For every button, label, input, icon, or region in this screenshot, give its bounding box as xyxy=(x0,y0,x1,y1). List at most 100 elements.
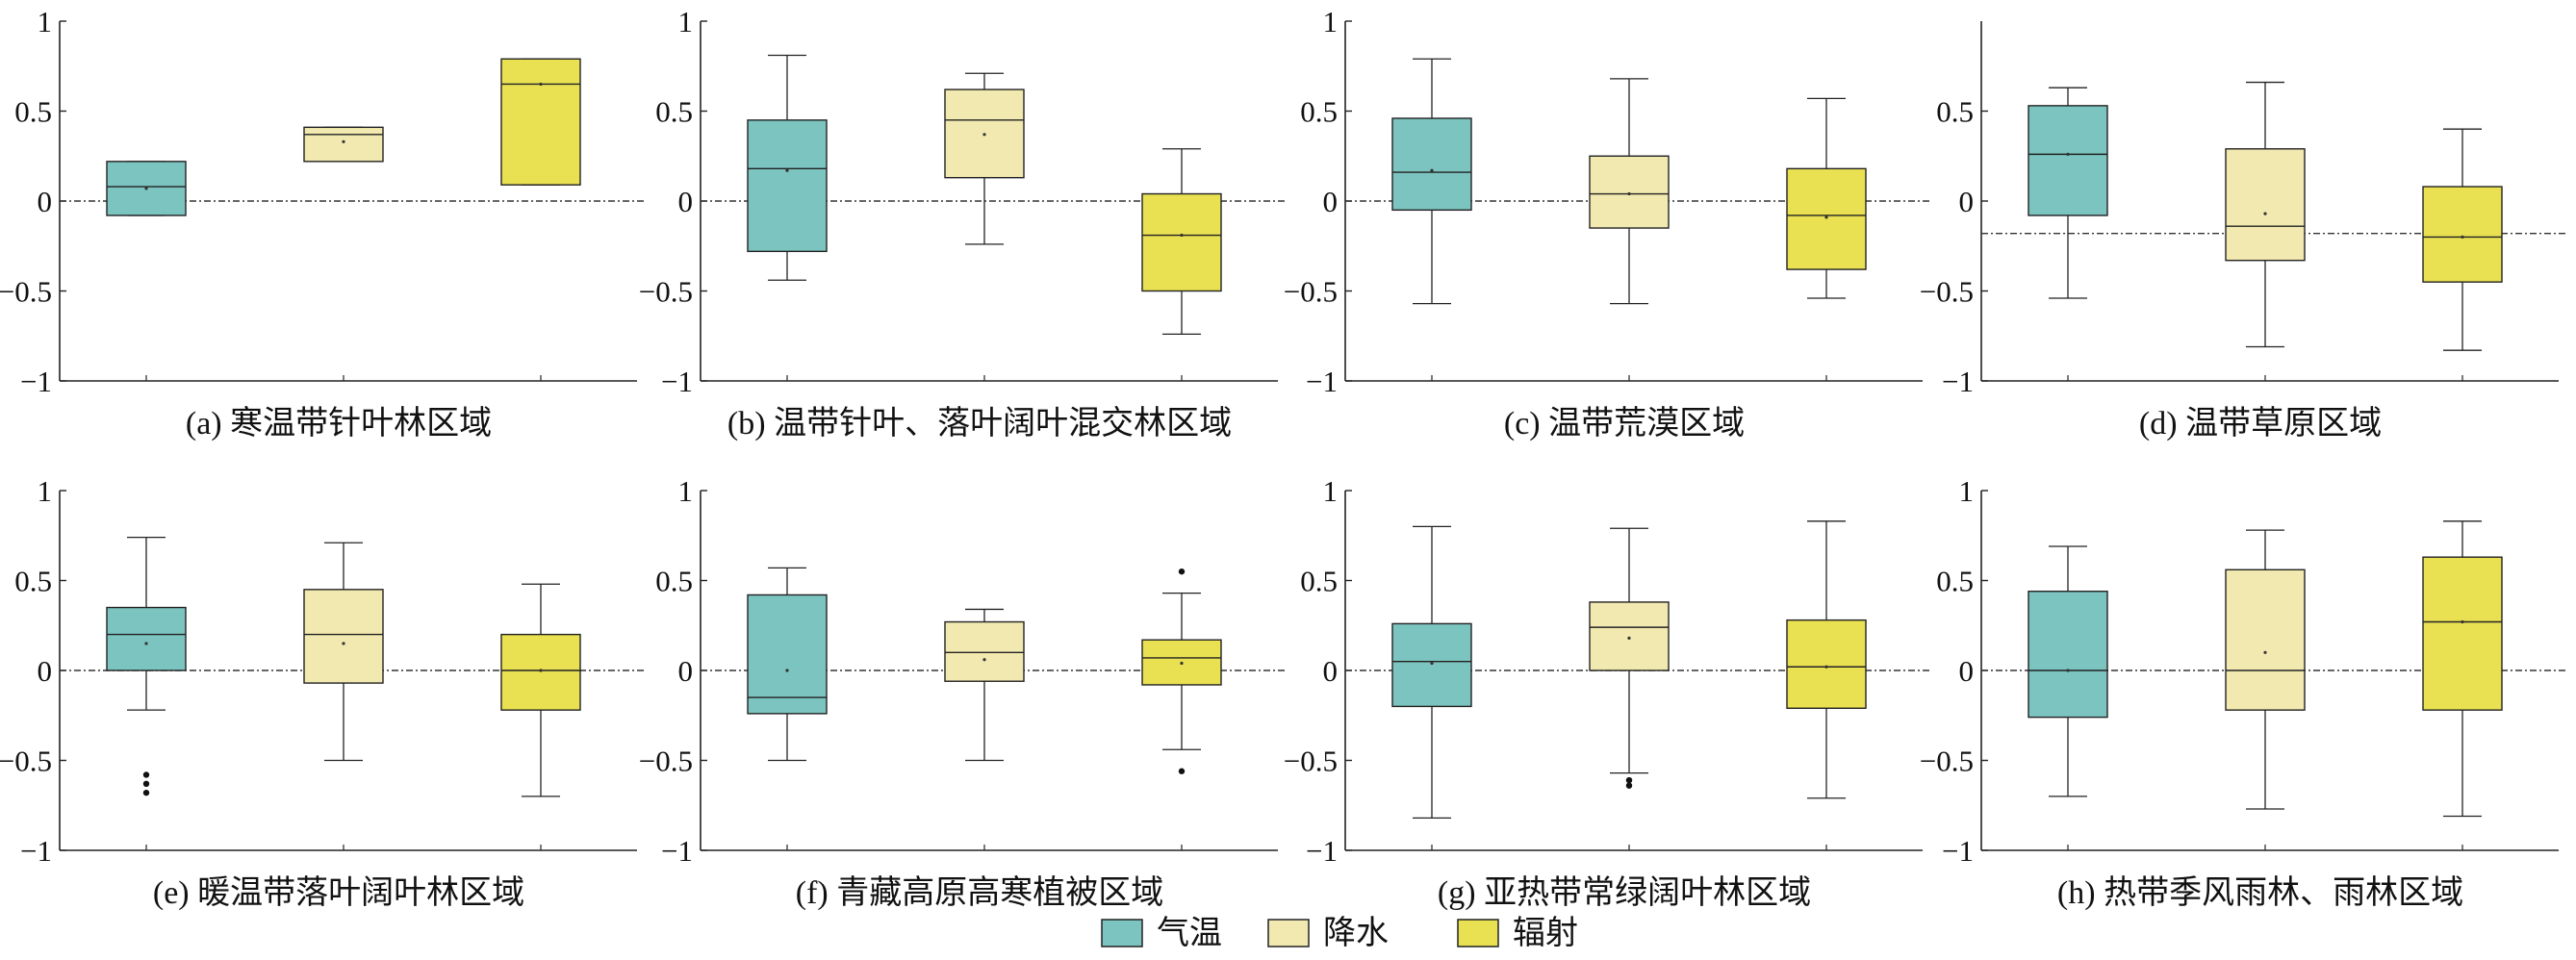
box-iqr xyxy=(1589,601,1670,671)
y-tick-label: −1 xyxy=(1306,365,1338,398)
panel-caption: (d) 温带草原区域 xyxy=(2139,405,2382,442)
legend: 气温 降水 辐射 xyxy=(1101,915,1578,951)
mean-marker xyxy=(2066,152,2070,156)
panel-caption: (a) 寒温带针叶林区域 xyxy=(186,405,492,442)
box-precipitation xyxy=(2225,81,2306,348)
box-iqr xyxy=(303,126,384,163)
y-tick-label: 0 xyxy=(1323,185,1339,218)
y-tick-label: 0 xyxy=(678,654,694,688)
box-iqr xyxy=(500,633,581,711)
mean-marker xyxy=(144,642,148,645)
mean-marker xyxy=(342,139,345,143)
panel-f: 1 0.5 0 −0.5 −1 (f) 青藏高原高寒植被区域 xyxy=(639,474,1288,911)
outlier-point xyxy=(1178,768,1186,774)
y-tick-label: 1 xyxy=(678,5,694,38)
box-radiation xyxy=(1141,568,1222,774)
box-temperature xyxy=(1391,58,1472,305)
box-radiation xyxy=(500,583,581,797)
box-radiation xyxy=(1786,97,1867,299)
box-precipitation xyxy=(303,126,384,163)
box-iqr xyxy=(2422,186,2503,283)
mean-marker xyxy=(785,669,789,672)
box-radiation xyxy=(2422,520,2503,818)
legend-swatch-temperature xyxy=(1101,919,1143,947)
y-tick-label: 0 xyxy=(1323,654,1339,688)
y-tick-label: −0.5 xyxy=(1920,745,1974,778)
legend-label-precipitation: 降水 xyxy=(1323,915,1389,951)
legend-swatch-precipitation xyxy=(1267,919,1310,947)
panel-c: 1 0.5 0 −0.5 −1 (c) 温带荒漠区域 xyxy=(1284,5,1932,442)
outlier-point xyxy=(142,780,150,788)
box-temperature xyxy=(106,161,187,216)
y-tick-label: −1 xyxy=(20,365,52,398)
y-tick-label: −1 xyxy=(20,834,52,868)
box-iqr xyxy=(747,119,828,253)
mean-marker xyxy=(1430,661,1434,666)
box-temperature xyxy=(106,536,187,796)
panel-caption: (c) 温带荒漠区域 xyxy=(1504,405,1745,442)
outlier-point xyxy=(142,771,150,778)
box-precipitation xyxy=(944,608,1025,762)
y-tick-label: −1 xyxy=(1306,834,1338,868)
panel-caption: (e) 暖温带落叶阔叶林区域 xyxy=(153,874,524,911)
box-iqr xyxy=(1589,155,1670,229)
mean-marker xyxy=(982,133,986,137)
box-iqr xyxy=(1786,167,1867,270)
mean-marker xyxy=(1430,168,1434,172)
mean-marker xyxy=(1824,215,1828,219)
mean-marker xyxy=(1180,661,1184,666)
y-tick-label: 1 xyxy=(1959,474,1975,508)
panel-b: 1 0.5 0 −0.5 −1 (b) 温带针叶、落叶阔叶混交林区域 xyxy=(639,5,1288,442)
box-precipitation xyxy=(944,72,1025,245)
box-radiation xyxy=(1141,148,1222,336)
box-precipitation xyxy=(303,542,384,762)
box-radiation xyxy=(1786,520,1867,799)
y-tick-label: −0.5 xyxy=(639,275,693,309)
y-tick-label: −1 xyxy=(1942,834,1974,868)
y-tick-label: 0.5 xyxy=(1936,565,1974,598)
panel-caption: (h) 热带季风雨林、雨林区域 xyxy=(2057,874,2463,911)
box-temperature xyxy=(2028,545,2108,797)
box-iqr xyxy=(2225,148,2306,262)
y-tick-label: 0 xyxy=(678,185,694,218)
y-tick-label: −0.5 xyxy=(639,745,693,778)
y-tick-label: 1 xyxy=(1323,474,1339,508)
outlier-point xyxy=(142,789,150,796)
mean-marker xyxy=(2066,669,2070,672)
legend-label-temperature: 气温 xyxy=(1157,915,1222,951)
panel-d: 0.5 0 −0.5 −1 (d) 温带草原区域 xyxy=(1920,21,2568,442)
y-tick-label: 1 xyxy=(1323,5,1339,38)
y-tick-label: −0.5 xyxy=(0,745,52,778)
legend-label-radiation: 辐射 xyxy=(1513,915,1578,951)
box-radiation xyxy=(2422,128,2503,351)
box-precipitation xyxy=(1589,527,1670,789)
panel-caption: (g) 亚热带常绿阔叶林区域 xyxy=(1438,874,1811,911)
y-tick-label: 0.5 xyxy=(655,565,693,598)
box-iqr xyxy=(106,606,187,671)
y-tick-label: 0.5 xyxy=(14,565,52,598)
y-tick-label: −1 xyxy=(1942,365,1974,398)
y-tick-label: 0.5 xyxy=(1300,95,1338,129)
y-tick-label: 0 xyxy=(1959,185,1975,218)
box-temperature xyxy=(2028,87,2108,299)
y-tick-label: 1 xyxy=(38,5,53,38)
mean-marker xyxy=(2461,235,2464,239)
y-tick-label: −0.5 xyxy=(1920,275,1974,309)
mean-marker xyxy=(2461,619,2464,624)
panel-caption: (b) 温带针叶、落叶阔叶混交林区域 xyxy=(727,405,1232,442)
y-tick-label: 1 xyxy=(38,474,53,508)
mean-marker xyxy=(785,168,789,172)
y-tick-label: 0.5 xyxy=(14,95,52,129)
mean-marker xyxy=(342,642,345,645)
box-iqr xyxy=(2422,556,2503,711)
panel-caption: (f) 青藏高原高寒植被区域 xyxy=(796,874,1163,911)
y-tick-label: −1 xyxy=(661,365,693,398)
box-iqr xyxy=(1786,619,1867,709)
box-iqr xyxy=(500,58,581,186)
legend-swatch-radiation xyxy=(1457,919,1499,947)
panel-h: 1 0.5 0 −0.5 −1 (h) 热带季风雨林、雨林区域 xyxy=(1920,474,2568,911)
mean-marker xyxy=(539,669,543,672)
box-iqr xyxy=(2028,591,2108,719)
y-tick-label: 0.5 xyxy=(1300,565,1338,598)
